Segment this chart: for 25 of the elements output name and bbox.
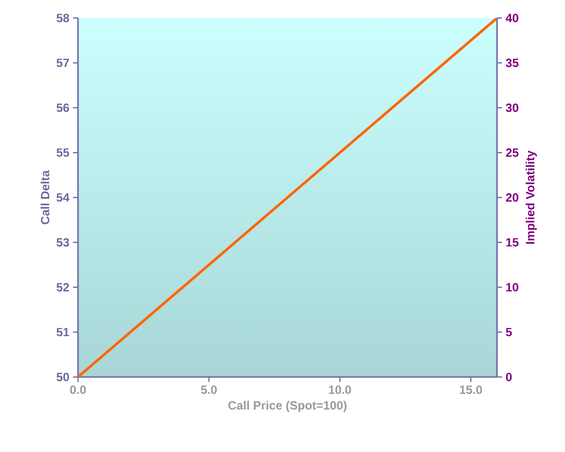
x-axis-title: Call Price (Spot=100) [228,400,347,412]
y2-tick-label: 0 [506,372,512,382]
y-tick-label: 53 [56,238,70,247]
y-tick-label: 54 [56,193,70,202]
y-tick-label: 51 [56,328,70,336]
y2-tick-label: 35 [506,58,518,68]
y2-axis-title: Implied Volatility [526,150,537,244]
y2-tick-label: 30 [506,104,518,112]
x-tick-label: 5.0 [201,386,217,394]
y-tick-label: 55 [56,148,70,157]
y2-tick-label: 10 [506,283,518,292]
x-tick-label: 15.0 [460,386,482,394]
y2-tick-label: 20 [506,193,518,202]
y-tick-label: 50 [56,372,69,382]
y2-tick-label: 5 [506,328,512,336]
y2-tick-label: 40 [506,14,518,22]
y-tick-label: 58 [56,14,70,22]
y-tick-label: 57 [56,58,69,68]
x-tick-label: 10.0 [328,386,352,394]
y-tick-label: 56 [56,104,70,112]
y2-tick-label: 15 [506,238,518,247]
y2-tick-label: 25 [506,148,518,157]
y-tick-label: 52 [56,283,69,292]
y-axis-title: Call Delta [40,170,50,224]
x-tick-label: 0.0 [70,386,86,394]
